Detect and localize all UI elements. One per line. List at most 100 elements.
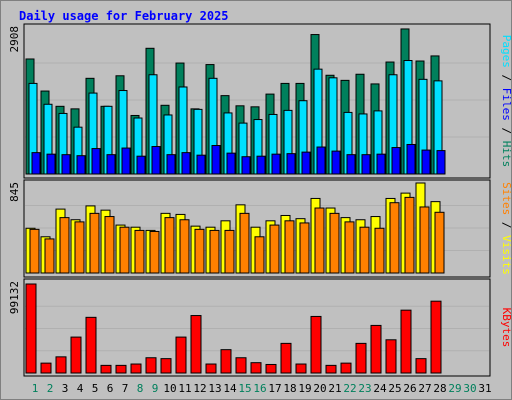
bar-sites-day-14: [224, 229, 235, 274]
bar-pages-day-27: [421, 149, 431, 175]
bar-pages-day-13: [211, 144, 221, 175]
bar-pages-day-10: [166, 154, 176, 175]
bar-pages-day-7: [121, 147, 131, 175]
legend-text: /: [500, 121, 512, 141]
legend-text: /: [500, 215, 512, 235]
bar-sites-day-27: [419, 206, 430, 274]
bar-pages-day-2: [46, 153, 56, 175]
bar-kbytes-day-24: [370, 324, 382, 374]
bar-pages-day-16: [256, 155, 266, 175]
bar-kbytes-day-17: [265, 363, 277, 374]
y-max-label: 845: [8, 182, 21, 202]
bar-pages-day-18: [286, 153, 296, 175]
bar-pages-day-19: [301, 151, 311, 175]
x-tick-label-31: 31: [478, 382, 491, 395]
legend-text: Sites: [500, 182, 512, 215]
bar-pages-day-17: [271, 153, 281, 175]
bar-kbytes-day-20: [310, 315, 322, 374]
bar-sites-day-6: [104, 216, 115, 274]
x-tick-label-6: 6: [107, 382, 114, 395]
x-tick-label-20: 20: [313, 382, 326, 395]
bar-pages-day-20: [316, 146, 326, 175]
x-tick-label-3: 3: [62, 382, 69, 395]
x-tick-label-21: 21: [328, 382, 341, 395]
y-max-label: 2908: [8, 26, 21, 53]
panel-visits-sites: 845 Sites / Visits: [8, 179, 512, 278]
bar-pages-day-11: [181, 152, 191, 175]
bar-kbytes-day-16: [250, 362, 262, 374]
legend-text: KBytes: [500, 308, 512, 348]
bar-sites-day-23: [359, 226, 370, 274]
panel-hits-files-pages: 2908 Pages / Files / Hits: [8, 23, 512, 179]
x-tick-label-23: 23: [358, 382, 371, 395]
bar-sites-day-9: [149, 230, 160, 274]
bar-kbytes-day-19: [295, 363, 307, 374]
bar-sites-day-20: [314, 207, 325, 274]
bar-pages-day-6: [106, 154, 116, 175]
bar-kbytes-day-25: [385, 339, 397, 374]
bar-pages-day-21: [331, 150, 341, 175]
bar-kbytes-day-27: [415, 358, 427, 374]
x-tick-label-15: 15: [238, 382, 251, 395]
bar-sites-day-2: [44, 238, 55, 274]
bar-kbytes-day-9: [145, 357, 157, 374]
x-tick-label-19: 19: [298, 382, 311, 395]
x-tick-label-30: 30: [463, 382, 476, 395]
bar-kbytes-day-26: [400, 309, 412, 374]
bar-sites-day-1: [29, 228, 40, 274]
x-tick-label-7: 7: [122, 382, 129, 395]
bar-sites-day-11: [179, 219, 190, 274]
bar-sites-day-19: [299, 222, 310, 274]
bar-sites-day-15: [239, 212, 250, 274]
x-tick-label-24: 24: [373, 382, 387, 395]
bar-sites-day-28: [434, 211, 445, 274]
bar-sites-day-13: [209, 229, 220, 274]
x-tick-label-17: 17: [268, 382, 281, 395]
x-tick-label-16: 16: [253, 382, 266, 395]
bar-pages-day-5: [91, 148, 101, 175]
bar-sites-day-21: [329, 212, 340, 274]
legend-text: /: [500, 68, 512, 88]
side-legend: KBytes: [500, 308, 512, 348]
bar-pages-day-28: [436, 150, 446, 175]
chart-title: Daily usage for February 2025: [19, 9, 229, 23]
y-max-label: 99132: [8, 281, 21, 314]
bar-sites-day-4: [74, 221, 85, 274]
bar-kbytes-day-8: [130, 363, 142, 374]
x-tick-label-18: 18: [283, 382, 296, 395]
x-tick-label-13: 13: [208, 382, 221, 395]
bar-pages-day-15: [241, 156, 251, 175]
legend-text: Hits: [500, 141, 512, 168]
x-tick-label-11: 11: [178, 382, 191, 395]
bar-kbytes-day-15: [235, 357, 247, 374]
bar-pages-day-3: [61, 154, 71, 175]
series-sites: [29, 196, 445, 274]
x-tick-label-22: 22: [343, 382, 356, 395]
bar-kbytes-day-11: [175, 336, 187, 374]
bar-kbytes-day-23: [355, 342, 367, 374]
bar-kbytes-day-1: [25, 283, 37, 374]
bar-pages-day-8: [136, 155, 146, 175]
bar-kbytes-day-18: [280, 342, 292, 374]
bar-kbytes-day-22: [340, 362, 352, 374]
series-pages: [31, 143, 446, 175]
side-legend: Sites / Visits: [500, 182, 512, 275]
bar-sites-day-16: [254, 236, 265, 274]
bar-sites-day-3: [59, 217, 70, 274]
bar-kbytes-day-13: [205, 363, 217, 374]
bar-sites-day-26: [404, 196, 415, 274]
x-tick-label-25: 25: [388, 382, 401, 395]
x-tick-label-10: 10: [163, 382, 176, 395]
bar-sites-day-25: [389, 202, 400, 274]
bar-pages-day-9: [151, 146, 161, 175]
bar-kbytes-day-4: [70, 336, 82, 374]
bar-kbytes-day-14: [220, 349, 232, 374]
x-tick-label-28: 28: [433, 382, 446, 395]
bar-kbytes-day-7: [115, 364, 127, 374]
bar-sites-day-10: [164, 217, 175, 274]
side-legend: Pages / Files / Hits: [500, 35, 512, 168]
bar-kbytes-day-28: [430, 300, 442, 374]
x-tick-label-1: 1: [32, 382, 39, 395]
bar-pages-day-12: [196, 154, 206, 175]
bar-sites-day-24: [374, 227, 385, 274]
